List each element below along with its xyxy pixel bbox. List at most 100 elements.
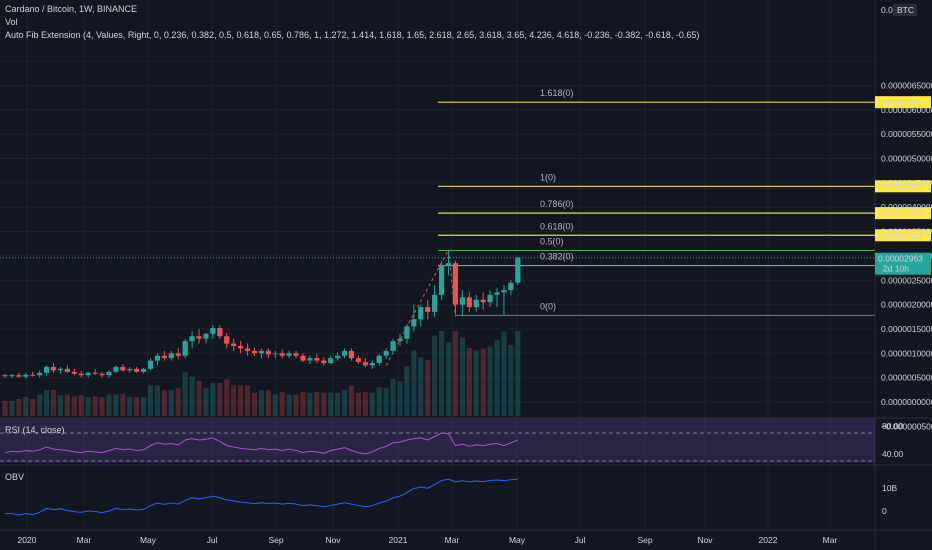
volume-bar [300, 391, 306, 416]
price-axis[interactable]: 0.00 BTC 0.0000065000 0.0000060000 0.0000055… [875, 4, 932, 516]
volume-bar [383, 388, 389, 416]
candle-body [515, 257, 521, 283]
volume-bar [2, 400, 8, 416]
volume-bar [425, 360, 431, 416]
candle-body [175, 353, 181, 356]
volume-bar [355, 392, 362, 416]
volume-bar [217, 382, 223, 416]
volume-bar [272, 394, 278, 416]
candle-body [134, 368, 140, 372]
candle-body [452, 263, 459, 305]
volume-bar [182, 372, 188, 416]
fib-level-label: 0.5(0) [540, 237, 564, 247]
time-axis-tick: May [140, 535, 157, 545]
fib-level-label: 1(0) [540, 172, 556, 182]
fib-price-flag-text: 0.00006156 [878, 98, 923, 108]
candle-body [411, 319, 417, 327]
candle-body [238, 345, 244, 349]
volume-bar [238, 385, 244, 416]
candle-body [78, 373, 84, 376]
candle-body [154, 355, 161, 361]
candle-body [466, 297, 472, 308]
currency-badge [893, 4, 917, 16]
candle-body [189, 336, 195, 342]
candle-body [487, 294, 493, 303]
volume-bar [314, 391, 320, 416]
candle-body [473, 299, 479, 308]
candle-body [480, 299, 486, 303]
candle-body [85, 372, 91, 376]
volume-bar [335, 392, 341, 416]
time-axis-tick: Mar [77, 535, 92, 545]
time-axis-tick: Mar [823, 535, 838, 545]
volume-bar [418, 357, 424, 416]
time-axis-tick: May [509, 535, 526, 545]
candle-body [244, 348, 251, 351]
price-axis-tick: 0.0000060000 [881, 105, 932, 115]
volume-bar [231, 385, 237, 416]
volume-bar [196, 381, 202, 416]
candle-body [438, 265, 445, 295]
volume-bar [501, 331, 507, 416]
volume-bar [466, 348, 472, 416]
volume-bar [189, 376, 195, 416]
volume-bar [487, 346, 493, 416]
obv-label: OBV [5, 472, 25, 482]
candle-body [210, 327, 216, 334]
obv-pane [5, 478, 518, 516]
candle-body [57, 368, 64, 371]
candle-body [279, 353, 285, 356]
candle-body [432, 294, 438, 312]
rsi-line [4, 432, 519, 455]
time-axis-tick: Sep [637, 535, 652, 545]
volume-bar [78, 395, 84, 416]
price-axis-partial-tick: 0.00 [881, 5, 898, 15]
price-axis-tick: 0.0000050000 [881, 154, 932, 164]
rsi-axis-tick: 40.00 [882, 449, 904, 459]
candle-body [501, 289, 507, 293]
candle-body [30, 374, 36, 376]
volume-bar [397, 381, 403, 416]
candle-body [265, 350, 271, 355]
candle-body [196, 336, 202, 339]
candle-body [113, 366, 119, 372]
volume-bar [293, 394, 299, 416]
fib-price-flag-text: 0.00003424 [878, 231, 923, 241]
candlestick-series[interactable] [0, 249, 875, 379]
volume-bar [307, 392, 313, 416]
candle-body [217, 327, 223, 337]
candle-body [425, 307, 431, 312]
volume-bar [141, 397, 147, 416]
candle-body [314, 358, 320, 361]
candle-body [341, 350, 348, 356]
volume-bar [43, 390, 50, 416]
fib-level-label: 1.618(0) [540, 88, 574, 98]
volume-bar [341, 390, 348, 416]
time-axis-tick: 2021 [389, 535, 408, 545]
candle-body [258, 350, 265, 354]
volume-bar [321, 392, 327, 416]
candle-body [9, 375, 15, 377]
volume-bar [127, 397, 133, 416]
fib-extension-levels[interactable]: 1.618(0) 0.00006156 1(0) 0.00004429 0.786(0)… [385, 88, 931, 366]
volume-bar [515, 331, 521, 416]
time-axis-tick: Nov [697, 535, 713, 545]
price-axis-tick: 0.0000055000 [881, 129, 932, 139]
candle-body [64, 368, 70, 372]
volume-bar [411, 350, 417, 416]
volume-bar [154, 385, 161, 416]
candle-body [328, 358, 334, 364]
volume-bar [473, 350, 479, 416]
rsi-pane [0, 418, 875, 463]
fib-price-flag [875, 96, 931, 109]
volume-bar [286, 394, 292, 416]
candle-body [445, 263, 452, 266]
volume-bar [279, 391, 285, 416]
volume-bar [120, 393, 126, 416]
candle-body [71, 371, 77, 374]
volume-bar [438, 331, 445, 416]
time-axis[interactable]: 2020 Mar May Jul Sep Nov 2021 Mar May Jul Sep Nov 20… [18, 535, 838, 545]
candle-body [203, 333, 209, 339]
candle-body [494, 292, 500, 295]
